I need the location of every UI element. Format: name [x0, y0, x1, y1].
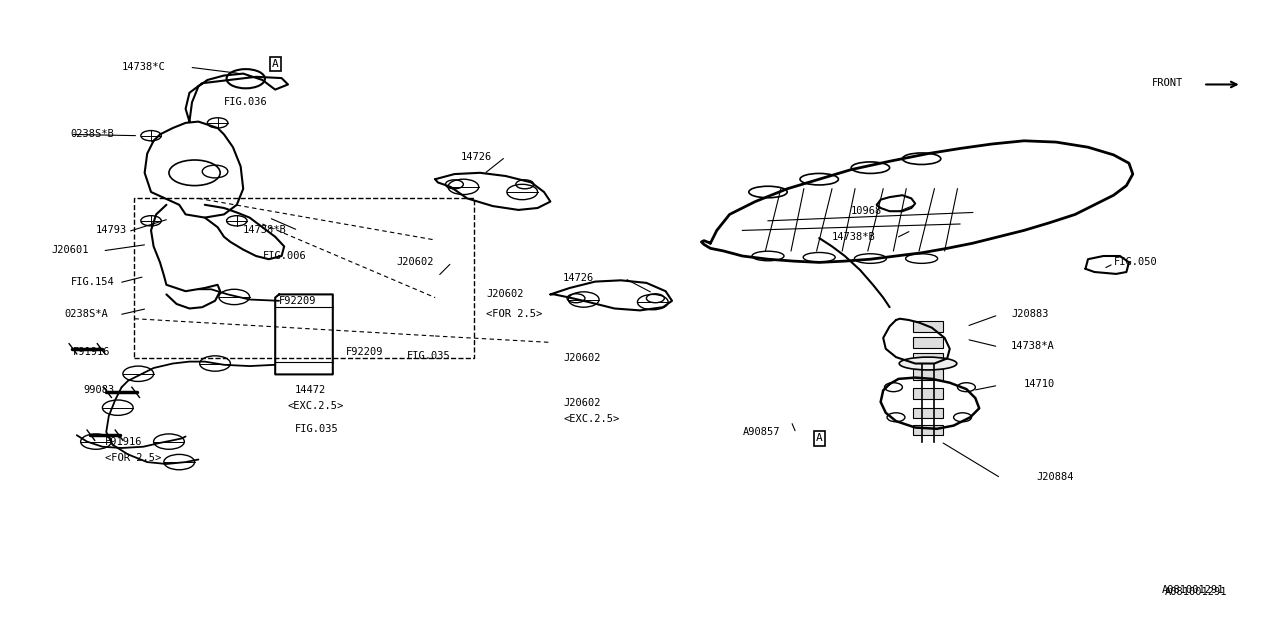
- Text: J20602: J20602: [397, 257, 434, 268]
- Text: 14738*B: 14738*B: [243, 225, 287, 236]
- Text: 14738*C: 14738*C: [122, 62, 165, 72]
- Circle shape: [884, 383, 902, 392]
- Text: FIG.050: FIG.050: [1114, 257, 1157, 268]
- Text: 14472: 14472: [294, 385, 325, 396]
- Text: FRONT: FRONT: [1152, 78, 1183, 88]
- Bar: [913, 408, 943, 418]
- Text: F92209: F92209: [279, 296, 316, 306]
- Bar: [134, 198, 474, 358]
- Text: 99083: 99083: [83, 385, 114, 396]
- Circle shape: [954, 413, 972, 422]
- Text: 14793: 14793: [96, 225, 127, 236]
- Text: A081001291: A081001291: [1162, 585, 1225, 595]
- Circle shape: [445, 180, 463, 189]
- Text: <FOR 2.5>: <FOR 2.5>: [105, 452, 161, 463]
- Text: J20601: J20601: [51, 244, 88, 255]
- Circle shape: [887, 413, 905, 422]
- Text: <EXC.2.5>: <EXC.2.5>: [288, 401, 344, 412]
- Circle shape: [646, 294, 664, 303]
- Text: 14738*A: 14738*A: [1011, 340, 1055, 351]
- Text: J20602: J20602: [563, 353, 600, 364]
- Bar: [913, 425, 943, 435]
- Text: 14726: 14726: [461, 152, 492, 162]
- Text: F91916: F91916: [105, 436, 142, 447]
- Text: FIG.035: FIG.035: [294, 424, 338, 434]
- Text: A081001291: A081001291: [1165, 587, 1228, 597]
- Circle shape: [141, 131, 161, 141]
- Ellipse shape: [900, 357, 957, 370]
- Bar: [913, 388, 943, 399]
- Text: 0238S*A: 0238S*A: [64, 308, 108, 319]
- Bar: [913, 337, 943, 348]
- Circle shape: [567, 294, 585, 303]
- Text: 10968: 10968: [851, 206, 882, 216]
- Text: 14726: 14726: [563, 273, 594, 284]
- Circle shape: [207, 118, 228, 128]
- Text: J20884: J20884: [1037, 472, 1074, 482]
- Text: A90857: A90857: [742, 427, 780, 437]
- Text: F91916: F91916: [73, 347, 110, 357]
- Text: J20883: J20883: [1011, 308, 1048, 319]
- Bar: [913, 321, 943, 332]
- Text: J20602: J20602: [563, 398, 600, 408]
- Text: A: A: [815, 433, 823, 444]
- Text: FIG.035: FIG.035: [407, 351, 451, 362]
- Text: <FOR 2.5>: <FOR 2.5>: [486, 308, 543, 319]
- Circle shape: [141, 216, 161, 226]
- Text: F92209: F92209: [346, 347, 383, 357]
- Bar: [913, 353, 943, 364]
- Text: FIG.154: FIG.154: [70, 276, 114, 287]
- Text: <EXC.2.5>: <EXC.2.5>: [563, 414, 620, 424]
- Bar: [913, 369, 943, 380]
- Circle shape: [516, 180, 534, 189]
- Text: FIG.036: FIG.036: [224, 97, 268, 108]
- Circle shape: [227, 216, 247, 226]
- Text: 14710: 14710: [1024, 379, 1055, 389]
- Circle shape: [957, 383, 975, 392]
- Text: FIG.006: FIG.006: [262, 251, 306, 261]
- Text: J20602: J20602: [486, 289, 524, 300]
- Text: 14738*B: 14738*B: [832, 232, 876, 242]
- Text: A: A: [271, 59, 279, 69]
- Text: 0238S*B: 0238S*B: [70, 129, 114, 140]
